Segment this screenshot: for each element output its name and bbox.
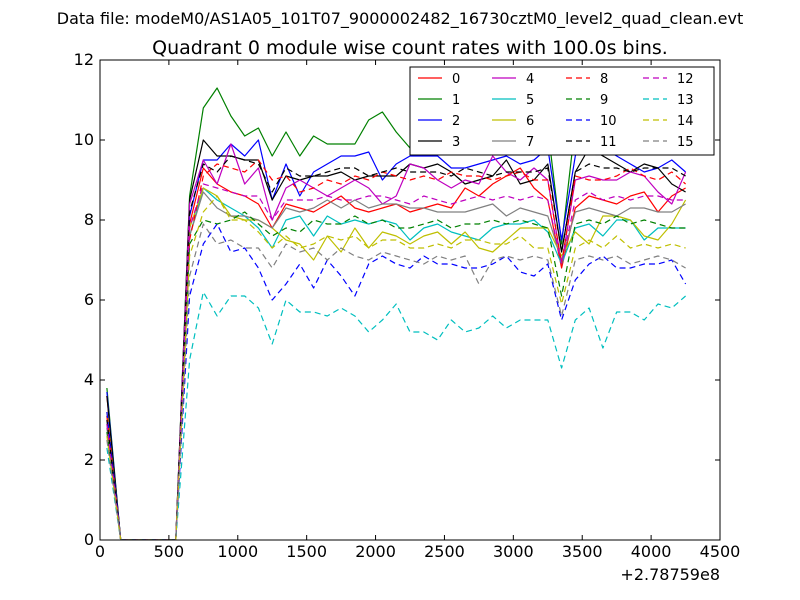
x-tick-label: 3000 xyxy=(493,542,534,561)
legend-frame xyxy=(409,66,715,156)
x-tick-label: 500 xyxy=(154,542,185,561)
x-tick-label: 2500 xyxy=(424,542,465,561)
ticks-layer: 0 500 1000 1500 2000 2500 3000 3500 4000 4500 0 2 4 6… xyxy=(74,50,741,561)
y-tick-label: 0 xyxy=(84,530,94,549)
y-tick-label: 6 xyxy=(84,290,94,309)
legend-label-15: 15 xyxy=(677,135,694,150)
series-line-1 xyxy=(106,87,686,540)
series-line-7 xyxy=(106,191,686,540)
legend-label-3: 3 xyxy=(452,135,460,150)
x-offset-label: +2.78759e8 xyxy=(620,565,720,584)
suptitle: Data file: modeM0/AS1A05_101T07_90000024… xyxy=(57,9,743,29)
series-layer xyxy=(106,87,687,540)
series-line-2 xyxy=(106,123,686,540)
legend-label-5: 5 xyxy=(526,93,534,108)
legend-label-13: 13 xyxy=(677,93,694,108)
x-tick-label: 4000 xyxy=(631,542,672,561)
series-line-9 xyxy=(106,211,686,540)
legend-label-0: 0 xyxy=(452,72,460,87)
x-tick-label: 2000 xyxy=(355,542,396,561)
legend-label-11: 11 xyxy=(600,135,617,150)
legend-label-9: 9 xyxy=(600,93,608,108)
legend-label-4: 4 xyxy=(526,72,534,87)
legend-label-7: 7 xyxy=(526,135,534,150)
x-tick-label: 1000 xyxy=(217,542,258,561)
y-tick-label: 12 xyxy=(74,50,94,69)
y-tick-label: 10 xyxy=(74,130,94,149)
series-line-4 xyxy=(106,143,687,540)
legend-label-2: 2 xyxy=(452,114,460,129)
series-line-12 xyxy=(106,183,686,540)
series-line-14 xyxy=(106,195,686,540)
series-line-6 xyxy=(106,187,687,540)
y-tick-label: 2 xyxy=(84,450,94,469)
y-tick-label: 4 xyxy=(84,370,94,389)
legend-label-12: 12 xyxy=(677,72,694,87)
x-tick-label: 4500 xyxy=(700,542,741,561)
legend-label-6: 6 xyxy=(526,114,534,129)
series-line-11 xyxy=(106,155,686,540)
x-tick-label: 3500 xyxy=(562,542,603,561)
series-line-15 xyxy=(106,223,686,540)
legend-label-10: 10 xyxy=(600,114,617,129)
series-line-10 xyxy=(106,223,687,540)
x-tick-label: 0 xyxy=(95,542,105,561)
chart-title: Quadrant 0 module wise count rates with … xyxy=(152,37,668,59)
y-tick-label: 8 xyxy=(84,210,94,229)
legend-label-14: 14 xyxy=(677,114,694,129)
series-line-13 xyxy=(106,291,686,540)
legend-label-1: 1 xyxy=(452,93,460,108)
legend-label-8: 8 xyxy=(600,72,608,87)
series-line-8 xyxy=(106,159,686,540)
x-tick-label: 1500 xyxy=(286,542,327,561)
